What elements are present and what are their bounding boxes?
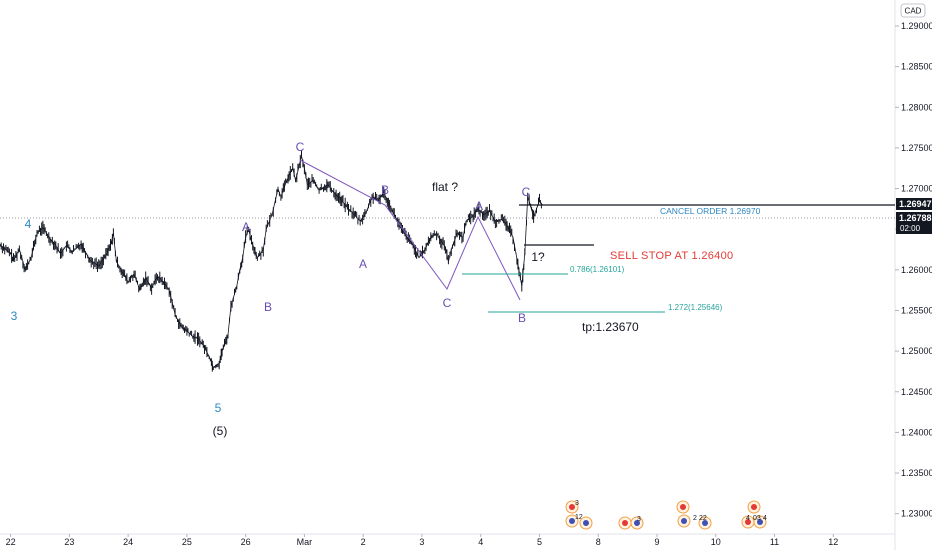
event-count: 3 [637,516,641,523]
cancel-order-label: CANCEL ORDER 1.26970 [660,206,761,216]
time-tick-label: 25 [182,537,192,547]
wave-label-c1: C [296,140,305,154]
price-tick-label: 1.23500 [901,468,932,478]
event-marker[interactable] [676,500,690,514]
price-tick-label: 1.28500 [901,62,932,72]
wave-label-c3: C [522,185,531,199]
time-tick-label: 3 [419,537,424,547]
time-tick-label: 5 [537,537,542,547]
flat-label: flat ? [432,180,458,194]
wave-structure-line [299,159,521,301]
wave-label-a3: A [475,199,483,213]
price-tick-label: 1.28000 [901,102,932,112]
countdown-value: 02:00 [900,224,921,233]
time-tick-label: 23 [64,537,74,547]
svg-text:1.26947: 1.26947 [899,199,932,209]
price-tick-label: 1.25500 [901,305,932,315]
price-tick-label: 1.27500 [901,143,932,153]
time-tick-label: 11 [770,537,779,547]
event-marker[interactable]: 22 [698,515,712,530]
wave-label-b3: B [518,311,526,325]
fib-0786-label: 0.786(1.26101) [570,265,625,274]
event-count: 4 [746,515,750,522]
wave-label-b2: B [381,183,389,197]
event-count: 22 [699,515,707,522]
currency-badge[interactable]: CAD [900,3,926,18]
time-tick-label: 2 [361,537,366,547]
event-marker[interactable]: 2 [677,514,697,528]
price-axis[interactable]: 1.290001.285001.280001.275001.270001.265… [895,21,932,519]
cancel-price-badge: 1.26947 [896,198,932,210]
price-tick-label: 1.25000 [901,346,932,356]
price-tick-label: 1.24500 [901,387,932,397]
time-tick-label: 9 [654,537,659,547]
event-count: 12 [575,514,583,521]
time-tick-label: 22 [6,537,16,547]
take-profit-label: tp:1.23670 [582,320,639,334]
event-marker[interactable]: 03 4 [753,515,767,529]
wave-one-question: 1? [531,250,545,264]
time-tick-label: 24 [123,537,133,547]
wave-label-a1: A [242,220,250,234]
time-tick-label: 12 [828,537,838,547]
wave-label-5: 5 [215,401,222,415]
event-marker[interactable]: 3 [565,500,579,514]
event-count: 3 [575,500,579,507]
time-tick-label: 26 [241,537,251,547]
event-marker[interactable] [618,516,632,530]
sell-stop-label: SELL STOP AT 1.26400 [610,250,733,262]
current-price-badge: 1.26788 02:00 [896,212,932,234]
event-markers[interactable]: 3 12 3 2 [565,500,767,530]
time-tick-label: 10 [711,537,721,547]
event-count: 4 [763,515,767,522]
event-marker[interactable] [579,516,593,530]
price-tick-label: 1.29000 [901,21,932,31]
price-tick-label: 1.24000 [901,427,932,437]
event-count: 03 [753,515,761,522]
event-marker[interactable]: 12 [565,514,583,528]
wave-label-b1: B [264,300,272,314]
wave-label-4: 4 [25,217,32,231]
time-tick-label: 4 [478,537,483,547]
event-marker[interactable] [747,500,761,514]
fib-1272-label: 1.272(1.25646) [668,303,723,312]
time-tick-label: 8 [596,537,601,547]
price-tick-label: 1.27000 [901,184,932,194]
price-candles [0,150,542,372]
event-marker[interactable]: 3 [630,516,644,530]
price-series [0,150,543,372]
wave-label-5-paren: (5) [213,424,228,438]
wave-label-3: 3 [11,309,18,323]
wave-label-a2: A [359,257,367,271]
event-count: 2 [693,515,697,522]
current-price-value: 1.26788 [899,213,932,223]
currency-label: CAD [905,7,922,16]
price-line [0,156,543,369]
time-axis[interactable]: 22 23 24 25 26 Mar 2 3 4 5 8 9 10 11 12 [6,534,839,547]
price-tick-label: 1.23000 [901,509,932,519]
time-tick-label: Mar [297,537,313,547]
wave-label-c2: C [443,296,452,310]
price-tick-label: 1.26000 [901,265,932,275]
